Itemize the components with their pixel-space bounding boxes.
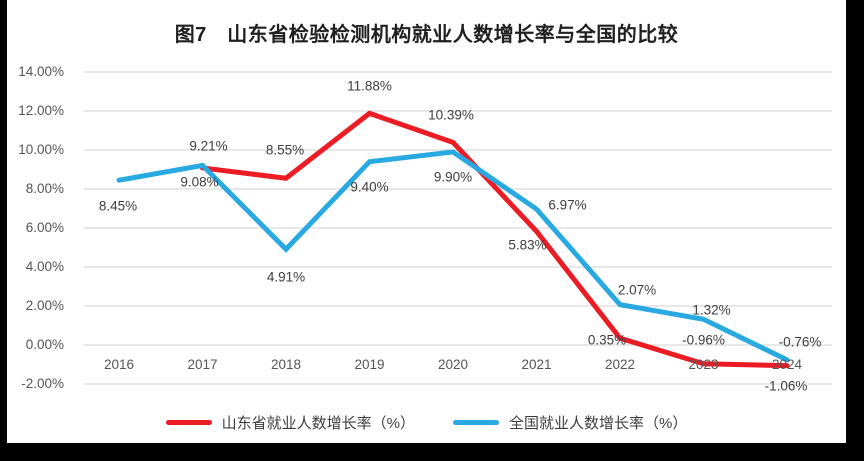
legend-item-shandong: 山东省就业人数增长率（%） — [165, 412, 415, 433]
x-tick-label: 2016 — [103, 357, 135, 372]
data-label: 1.32% — [692, 302, 731, 318]
data-label: -0.76% — [778, 334, 822, 350]
data-label: 6.97% — [548, 197, 587, 213]
y-tick-label: 2.00% — [25, 298, 64, 313]
border-bottom — [0, 443, 864, 461]
data-label: 9.90% — [433, 169, 473, 185]
data-label: 9.40% — [350, 179, 389, 195]
shandong-line-swatch-icon — [165, 419, 212, 425]
x-tick-label: 2021 — [521, 357, 552, 372]
data-label: 8.45% — [98, 198, 138, 214]
national-line-swatch-icon — [453, 419, 499, 425]
y-tick-label: 4.00% — [25, 259, 64, 274]
y-tick-label: 12.00% — [18, 103, 64, 118]
x-tick-label: 2023 — [688, 357, 719, 372]
data-label: 10.39% — [428, 107, 474, 123]
legend-label-national: 全国就业人数增长率（%） — [509, 414, 688, 432]
data-label: 4.91% — [266, 269, 306, 285]
data-label: -0.96% — [682, 332, 725, 348]
data-label: -1.06% — [764, 378, 808, 394]
x-tick-label: 2018 — [270, 357, 302, 372]
y-tick-label: 14.00% — [18, 64, 64, 79]
legend-item-national: 全国就业人数增长率（%） — [453, 412, 687, 433]
x-tick-label: 2024 — [771, 357, 803, 372]
y-tick-label: 10.00% — [18, 142, 64, 157]
chart-title: 图7 山东省检验检测机构就业人数增长率与全国的比较 — [174, 24, 679, 46]
legend-label-shandong: 山东省就业人数增长率（%） — [221, 414, 415, 432]
data-label: 0.35% — [587, 332, 627, 348]
border-right — [846, 0, 864, 461]
data-label: 9.08% — [180, 174, 219, 190]
shandong-series-line — [200, 110, 790, 369]
y-tick-label: 0.00% — [25, 337, 64, 352]
border-left — [0, 0, 7, 461]
y-tick-label: -2.00% — [21, 376, 64, 391]
data-label: 8.55% — [265, 142, 305, 158]
x-tick-label: 2020 — [437, 357, 469, 372]
x-tick-label: 2019 — [354, 357, 385, 372]
data-label: 2.07% — [617, 282, 657, 298]
data-label: 5.83% — [508, 237, 547, 253]
y-tick-label: 6.00% — [25, 220, 64, 235]
data-label: 9.21% — [189, 138, 228, 154]
legend: 山东省就业人数增长率（%） 全国就业人数增长率（%） — [7, 408, 846, 436]
x-tick-label: 2022 — [604, 357, 636, 372]
data-label: 11.88% — [347, 78, 392, 94]
national-series-line — [116, 149, 790, 363]
y-tick-label: 8.00% — [25, 181, 64, 196]
x-tick-label: 2017 — [187, 357, 218, 372]
